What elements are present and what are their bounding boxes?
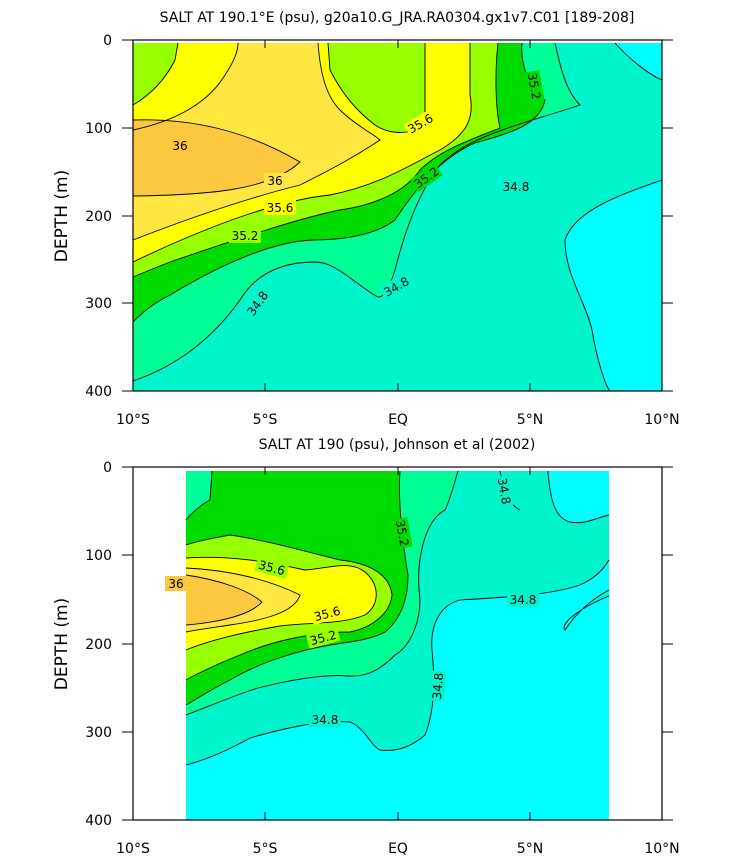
y-tick-label: 300 [85, 725, 112, 741]
y-tick-label: 0 [103, 33, 112, 49]
panel-bottom: SALT AT 190 (psu), Johnson et al (2002) … [52, 437, 680, 857]
contour-label: 34.8 [312, 713, 339, 727]
x-tick-label: 5°S [253, 412, 278, 428]
ticks-bottom [122, 466, 673, 821]
contour-line-34-8 [185, 470, 610, 766]
x-tick-labels-bottom: 10°S 5°S EQ 5°N 10°N [116, 841, 680, 857]
contour-label: 35.6 [257, 558, 286, 578]
contour-label: 34.8 [510, 593, 537, 607]
x-tick-label: 10°N [644, 841, 679, 857]
y-tick-labels-top: 0 100 200 300 400 [85, 33, 112, 400]
contour-labels-bottom: 36 35.6 35.6 35.2 35.2 34.8 34.8 34.8 34… [165, 475, 539, 727]
contour-line-35-2 [185, 470, 409, 706]
y-tick-label: 400 [85, 384, 112, 400]
chart-title-top: SALT AT 190.1°E (psu), g20a10.G_JRA.RA03… [160, 10, 635, 26]
x-tick-label: 10°S [116, 412, 150, 428]
y-tick-label: 200 [85, 637, 112, 653]
contour-label: 35.6 [313, 604, 342, 624]
x-tick-label: 10°S [116, 841, 150, 857]
contour-label: 34.8 [495, 477, 513, 506]
contour-label: 36 [172, 139, 187, 153]
contour-line-35-0 [185, 470, 459, 716]
y-tick-label: 100 [85, 121, 112, 137]
contour-label: 35.2 [393, 519, 411, 548]
contour-label: 35.2 [232, 229, 259, 243]
x-tick-label: EQ [388, 841, 408, 857]
contour-line-35-4 [185, 534, 393, 681]
contour-label: 36 [267, 174, 282, 188]
contour-line-35-8 [185, 567, 301, 633]
y-tick-label: 300 [85, 296, 112, 312]
contour-lines-bottom [185, 470, 610, 766]
contour-line-36-0 [132, 119, 301, 197]
x-tick-label: 5°N [517, 412, 543, 428]
y-tick-label: 0 [103, 460, 112, 476]
band-lt-34-8 [186, 471, 609, 820]
contour-label: 35.6 [267, 201, 294, 215]
panel-top: SALT AT 190.1°E (psu), g20a10.G_JRA.RA03… [52, 10, 680, 428]
y-axis-label-bottom: DEPTH (m) [52, 598, 72, 690]
y-axis-label-top: DEPTH (m) [52, 170, 72, 262]
x-tick-label: 10°N [644, 412, 679, 428]
x-tick-label: EQ [388, 412, 408, 428]
contour-label: 35.2 [525, 72, 543, 101]
contour-label: 36 [168, 577, 183, 591]
contour-line-35-4 [132, 42, 501, 278]
contour-label: 34.8 [430, 672, 446, 700]
x-tick-label: 5°N [517, 841, 543, 857]
y-tick-labels-bottom: 0 100 200 300 400 [85, 460, 112, 829]
band-gt-36-0 [186, 575, 262, 625]
contour-line-35-8 [132, 42, 381, 241]
chart-title-bottom: SALT AT 190 (psu), Johnson et al (2002) [259, 437, 536, 453]
ticks-top [122, 39, 673, 392]
contour-line-36-0 [185, 574, 263, 626]
contour-label: 35.2 [309, 628, 338, 648]
contour-line-35-2 [132, 42, 546, 323]
y-tick-label: 400 [85, 813, 112, 829]
y-tick-label: 200 [85, 209, 112, 225]
contour-line-34-8 [564, 42, 663, 392]
x-tick-label: 5°S [253, 841, 278, 857]
y-tick-label: 100 [85, 548, 112, 564]
contour-label: 34.8 [503, 180, 530, 194]
contour-labels-top: 36 36 35.6 35.6 35.2 35.2 35.2 34.8 34.8… [169, 70, 545, 321]
x-tick-labels-top: 10°S 5°S EQ 5°N 10°N [116, 412, 680, 428]
